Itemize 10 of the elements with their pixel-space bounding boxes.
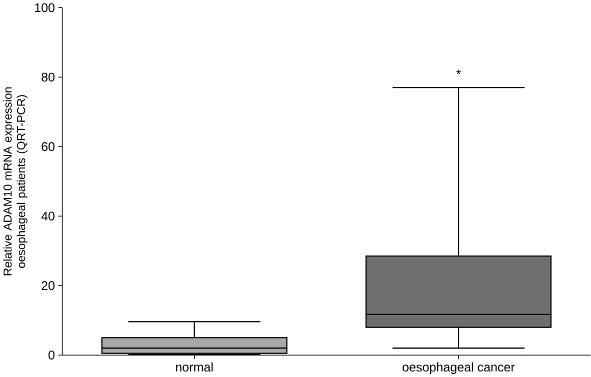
- y-axis-title: Relative ADAM10 mRNA expression oesophageal patients (QRT-PCR): [3, 87, 28, 276]
- x-tick-label: oesophageal cancer: [402, 362, 515, 374]
- y-tick-label: 60: [42, 142, 55, 151]
- y-tick-label: 80: [42, 72, 55, 82]
- y-tick-label: 0: [48, 350, 55, 360]
- y-tick-label: 20: [42, 281, 55, 290]
- x-tick-label: normal: [176, 362, 213, 372]
- annotation: *: [456, 70, 461, 74]
- y-tick-label: 100: [35, 3, 55, 12]
- y-tick-label: 40: [41, 212, 55, 220]
